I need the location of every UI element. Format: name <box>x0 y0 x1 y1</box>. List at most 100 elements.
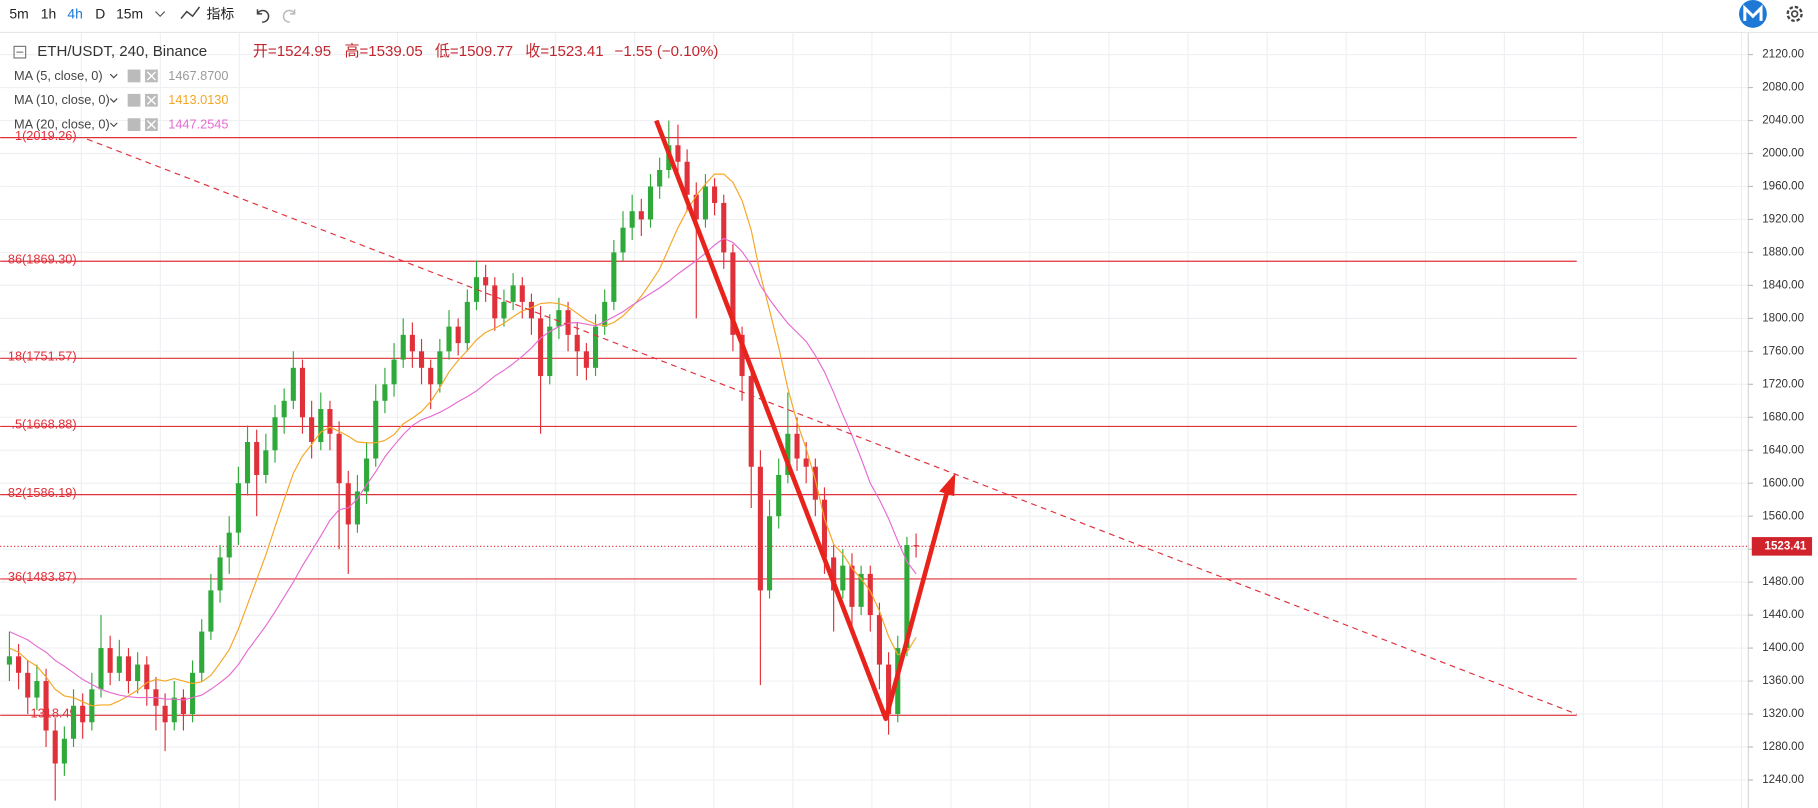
y-tick-label: 1880.00 <box>1762 246 1804 258</box>
change-label: −1.55 (−0.10%) <box>615 43 719 60</box>
y-tick-label: 1680.00 <box>1762 411 1804 423</box>
indicators-button[interactable]: 指标 <box>206 6 234 22</box>
ohlc-label: 收=1523.41 <box>525 43 603 60</box>
candle-body <box>299 367 306 418</box>
indicator-settings[interactable] <box>127 93 141 107</box>
logo-mark <box>1743 4 1763 21</box>
symbol: ETH/USDT, 240, Binance <box>37 43 207 60</box>
candle-body <box>208 590 214 632</box>
level-label: 1(2019.26) <box>15 128 77 143</box>
toolbar: 5m 1h 4h D 15m 指标 <box>9 0 1803 28</box>
candle-body <box>336 433 342 484</box>
candle-body <box>364 458 370 492</box>
settings-icon[interactable] <box>1786 5 1803 23</box>
candle-body <box>538 318 544 377</box>
indicator-dropdown[interactable] <box>109 122 118 128</box>
candle-body <box>647 186 654 220</box>
level-label: 36(1483.87) <box>8 569 77 584</box>
redo-icon[interactable] <box>282 9 296 23</box>
header: ETH/USDT, 240, Binance 开=1524.95 高=1539.0… <box>13 43 719 60</box>
interval-button[interactable]: 1h <box>41 6 56 22</box>
candle-body <box>611 252 617 302</box>
indicator-value: 1447.2545 <box>168 117 228 132</box>
y-tick-label: 1720.00 <box>1762 378 1804 390</box>
candle-body <box>309 417 315 443</box>
indicator-legend: MA (5, close, 0) 1467.8700 MA (10, close, … <box>14 68 228 132</box>
candle-body <box>583 351 589 368</box>
candle-body <box>43 681 49 731</box>
candle-body <box>766 516 773 591</box>
candle-body <box>281 400 287 418</box>
candle-body <box>61 738 67 764</box>
candle-body <box>125 656 132 682</box>
y-tick-label: 1920.00 <box>1762 214 1804 226</box>
undo-icon[interactable] <box>256 9 270 23</box>
y-tick-label: 1440.00 <box>1762 609 1804 621</box>
ohlc-label: 低=1509.77 <box>435 43 513 60</box>
candle-body <box>886 664 892 715</box>
candle-body <box>180 697 186 715</box>
y-tick-label: 1320.00 <box>1762 708 1804 720</box>
logo[interactable] <box>1739 0 1767 28</box>
interval-button[interactable]: D <box>95 6 105 22</box>
candle-body <box>428 367 434 385</box>
candle-body <box>409 334 415 352</box>
candle-body <box>235 483 241 533</box>
indicator-settings[interactable] <box>127 118 141 131</box>
candle-body <box>483 277 489 286</box>
level-label: 82(1586.19) <box>8 485 77 500</box>
candle-body <box>116 656 122 673</box>
indicator-remove-x <box>146 95 156 105</box>
candle-body <box>446 326 452 352</box>
indicator-value: 1467.8700 <box>168 68 228 83</box>
candle-body <box>812 466 818 500</box>
candle-body <box>437 351 443 385</box>
y-tick-label: 1840.00 <box>1762 279 1804 291</box>
y-tick-label: 1960.00 <box>1762 181 1804 193</box>
interval-button[interactable]: 4h <box>67 6 82 22</box>
interval-button[interactable]: 5m <box>9 6 28 22</box>
candle-body <box>391 359 397 385</box>
candle-body <box>748 376 754 467</box>
candle-body <box>244 442 251 484</box>
candle-body <box>162 705 168 723</box>
interval-dropdown[interactable] <box>155 11 166 18</box>
y-tick-label: 2080.00 <box>1762 82 1804 94</box>
candle-body <box>739 334 745 377</box>
candle-body <box>373 400 379 459</box>
candle-body <box>345 483 351 525</box>
candle-body <box>80 705 86 723</box>
trend-line <box>86 138 1577 715</box>
indicator-remove-x <box>146 71 156 81</box>
last-price-label: 1523.41 <box>1765 540 1807 552</box>
interval-button[interactable]: 15m <box>116 6 143 22</box>
ohlc-label: 高=1539.05 <box>344 43 422 60</box>
indicator-name: MA (10, close, 0) <box>14 92 110 107</box>
candle-body <box>16 656 22 673</box>
indicator-dropdown[interactable] <box>109 98 118 103</box>
level-label: .5(1668.88) <box>11 417 76 432</box>
candle-body <box>354 491 360 525</box>
candle-body <box>492 285 498 319</box>
candle-body <box>712 186 718 203</box>
indicator-dropdown[interactable] <box>109 73 118 79</box>
y-tick-label: 1400.00 <box>1762 642 1804 654</box>
candle-body <box>904 545 910 649</box>
candle-body <box>556 310 562 327</box>
indicator-value: 1413.0130 <box>168 92 228 107</box>
candle-body <box>418 351 425 368</box>
candle-body <box>70 705 77 739</box>
indicator-icon[interactable] <box>180 6 201 20</box>
indicator-settings[interactable] <box>127 69 141 83</box>
candle-body <box>794 433 800 459</box>
path-arrow <box>654 119 951 722</box>
collapse-icon[interactable] <box>13 45 27 59</box>
candle-body <box>629 211 635 228</box>
candle-body <box>730 252 736 335</box>
candle-body <box>684 161 690 195</box>
candles <box>6 120 919 801</box>
candle-body <box>693 194 699 220</box>
candle-body <box>803 458 809 467</box>
